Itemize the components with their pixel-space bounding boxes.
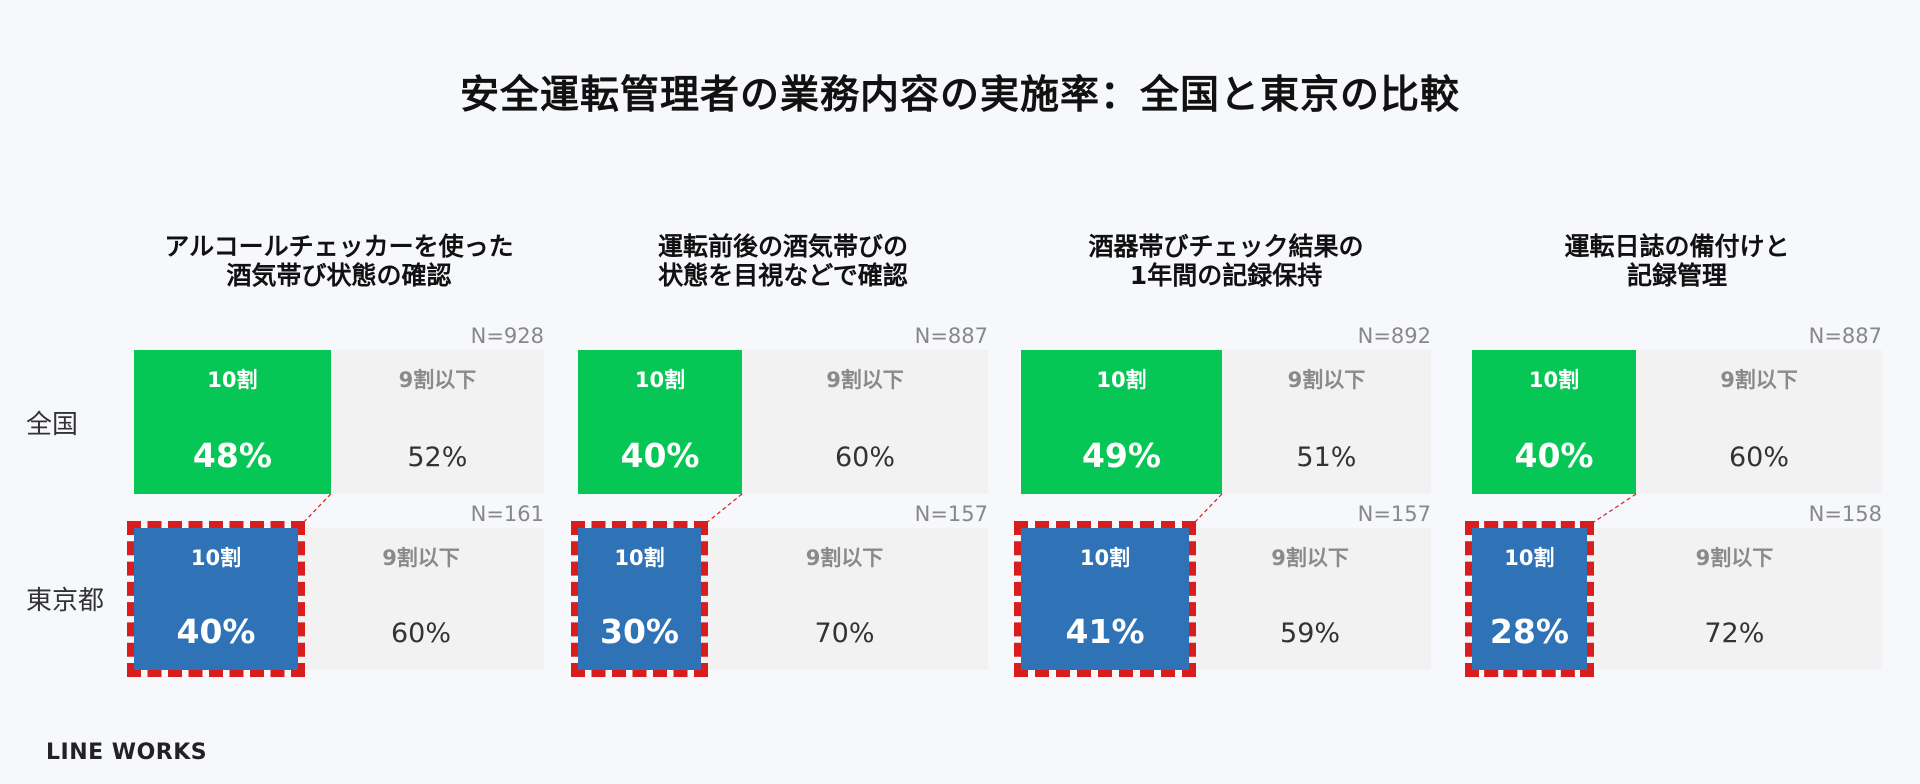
connector-dash bbox=[301, 493, 332, 525]
connector-dash bbox=[1192, 493, 1223, 525]
panel-4: 運転日誌の備付けと 記録管理 N=887 10割 40% 9割以下 60% N=158 10割… bbox=[1465, 0, 1882, 784]
segment-10wari-national: 10割 40% bbox=[578, 350, 742, 494]
segment-value: 48% bbox=[192, 436, 272, 475]
segment-9wari-national: 9割以下 52% bbox=[331, 350, 544, 494]
segment-label: 9割以下 bbox=[398, 368, 477, 392]
connector-dash bbox=[704, 493, 743, 525]
segment-10wari-national: 10割 49% bbox=[1021, 350, 1222, 494]
segment-10wari-tokyo: 10割 30% bbox=[571, 521, 708, 677]
segment-value: 59% bbox=[1280, 618, 1341, 649]
bar-tokyo: 10割 30% 9割以下 70% bbox=[571, 521, 988, 677]
segment-10wari-tokyo: 10割 41% bbox=[1013, 521, 1197, 677]
n-label-national: N=928 bbox=[470, 324, 544, 348]
segment-9wari-tokyo: 9割以下 59% bbox=[1189, 528, 1431, 670]
segment-9wari-tokyo: 9割以下 70% bbox=[701, 528, 988, 670]
segment-label: 10割 bbox=[614, 546, 665, 570]
panel-1: アルコールチェッカーを使った 酒気帯び状態の確認 N=928 10割 48% 9割以下 5… bbox=[127, 0, 544, 784]
line-works-logo: LINE WORKS bbox=[46, 740, 208, 765]
n-label-tokyo: N=161 bbox=[470, 502, 544, 526]
panel-2: 運転前後の酒気帯びの 状態を目視などで確認 N=887 10割 40% 9割以下 60% N… bbox=[571, 0, 988, 784]
segment-label: 9割以下 bbox=[1720, 368, 1798, 392]
connector-line bbox=[301, 493, 332, 525]
segment-label: 9割以下 bbox=[826, 368, 904, 392]
segment-label: 10割 bbox=[190, 546, 242, 570]
bar-tokyo: 10割 28% 9割以下 72% bbox=[1465, 521, 1882, 677]
segment-label: 10割 bbox=[1096, 368, 1147, 392]
segment-value: 30% bbox=[600, 612, 679, 651]
segment-label: 9割以下 bbox=[382, 546, 460, 570]
row-label-national: 全国 bbox=[26, 410, 79, 440]
bar-tokyo: 10割 41% 9割以下 59% bbox=[1013, 521, 1431, 677]
segment-10wari-tokyo: 10割 28% bbox=[1465, 521, 1594, 677]
segment-9wari-national: 9割以下 60% bbox=[742, 350, 988, 494]
segment-value: 60% bbox=[1728, 442, 1789, 473]
segment-label: 10割 bbox=[207, 368, 258, 392]
chart-title: 安全運転管理者の業務内容の実施率：全国と東京の比較 bbox=[459, 73, 1460, 118]
panel-title: 運転前後の酒気帯びの 状態を目視などで確認 bbox=[657, 232, 908, 290]
panel-title: アルコールチェッカーを使った 酒気帯び状態の確認 bbox=[164, 232, 514, 290]
segment-label: 9割以下 bbox=[805, 546, 884, 570]
segment-value: 52% bbox=[407, 442, 468, 473]
row-label-tokyo: 東京都 bbox=[26, 586, 105, 616]
connector-dash bbox=[1590, 493, 1637, 525]
segment-value: 49% bbox=[1081, 436, 1161, 475]
segment-label: 9割以下 bbox=[1695, 546, 1774, 570]
bar-tokyo: 10割 40% 9割以下 60% bbox=[127, 521, 544, 677]
segment-value: 40% bbox=[176, 612, 256, 651]
segment-label: 10割 bbox=[634, 368, 686, 392]
segment-value: 41% bbox=[1065, 612, 1145, 651]
bar-national: 10割 49% 9割以下 51% bbox=[1021, 350, 1431, 494]
n-label-national: N=887 bbox=[1808, 324, 1882, 348]
segment-10wari-national: 10割 40% bbox=[1472, 350, 1636, 494]
segment-value: 60% bbox=[390, 618, 451, 649]
segment-value: 72% bbox=[1704, 618, 1765, 649]
segment-9wari-tokyo: 9割以下 60% bbox=[298, 528, 544, 670]
segment-9wari-national: 9割以下 51% bbox=[1222, 350, 1431, 494]
segment-10wari-national: 10割 48% bbox=[134, 350, 331, 494]
bar-national: 10割 48% 9割以下 52% bbox=[134, 350, 544, 494]
segment-value: 28% bbox=[1489, 612, 1569, 651]
panel-title: 酒器帯びチェック結果の 1年間の記録保持 bbox=[1088, 232, 1364, 290]
panel-3: 酒器帯びチェック結果の 1年間の記録保持 N=892 10割 49% 9割以下 51% N=… bbox=[1013, 0, 1431, 784]
segment-10wari-tokyo: 10割 40% bbox=[127, 521, 305, 677]
connector-line bbox=[704, 493, 743, 525]
segment-value: 70% bbox=[814, 618, 875, 649]
connector-line bbox=[1590, 493, 1637, 525]
segment-value: 60% bbox=[834, 442, 895, 473]
n-label-tokyo: N=157 bbox=[1357, 502, 1431, 526]
segment-value: 51% bbox=[1296, 442, 1357, 473]
segment-label: 10割 bbox=[1504, 546, 1555, 570]
bar-national: 10割 40% 9割以下 60% bbox=[578, 350, 988, 494]
n-label-national: N=887 bbox=[914, 324, 988, 348]
connector-line bbox=[1192, 493, 1223, 525]
segment-9wari-tokyo: 9割以下 72% bbox=[1587, 528, 1882, 670]
bar-national: 10割 40% 9割以下 60% bbox=[1472, 350, 1882, 494]
segment-label: 9割以下 bbox=[1287, 368, 1366, 392]
segment-label: 10割 bbox=[1528, 368, 1580, 392]
n-label-tokyo: N=157 bbox=[914, 502, 988, 526]
n-label-tokyo: N=158 bbox=[1808, 502, 1882, 526]
n-label-national: N=892 bbox=[1357, 324, 1431, 348]
segment-9wari-national: 9割以下 60% bbox=[1636, 350, 1882, 494]
panel-title: 運転日誌の備付けと 記録管理 bbox=[1564, 232, 1790, 290]
segment-value: 40% bbox=[620, 436, 700, 475]
segment-label: 10割 bbox=[1079, 546, 1131, 570]
segment-value: 40% bbox=[1514, 436, 1594, 475]
segment-label: 9割以下 bbox=[1271, 546, 1349, 570]
